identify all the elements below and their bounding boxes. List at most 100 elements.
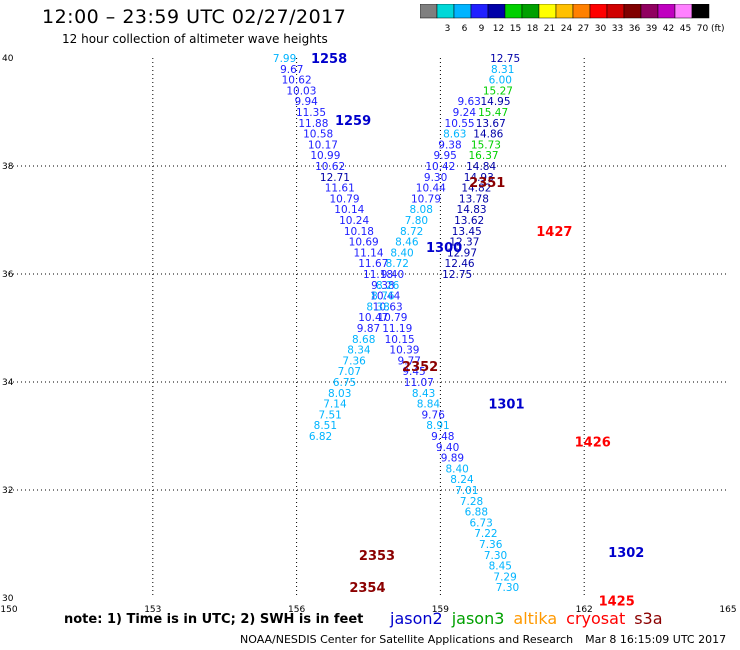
swh-value-point: 9.40 xyxy=(436,442,459,454)
pass-number-label: 1300 xyxy=(426,241,462,256)
x-tick-label: 162 xyxy=(576,605,593,615)
swh-value-point: 6.73 xyxy=(469,517,492,529)
generated-timestamp: Mar 8 16:15:09 UTC 2017 xyxy=(585,633,727,646)
x-tick-label: 150 xyxy=(0,605,17,615)
swh-value-point: 10.15 xyxy=(385,334,415,346)
satellite-legend-altika: altika xyxy=(513,609,558,628)
swh-value-point: 8.38 xyxy=(366,301,389,313)
colorbar-tick-label: 30 xyxy=(595,24,607,34)
swh-value-point: 12.97 xyxy=(447,247,477,259)
swh-value-point: 9.30 xyxy=(424,172,447,184)
swh-value-point: 12.37 xyxy=(449,237,479,249)
swh-value-point: 8.40 xyxy=(390,247,413,259)
swh-value-point: 9.77 xyxy=(398,355,421,367)
swh-value-point: 7.22 xyxy=(474,528,497,540)
swh-value-point: 10.99 xyxy=(310,150,340,162)
satellite-legend-jason2: jason2 xyxy=(390,609,443,628)
pass-number-label: 2354 xyxy=(349,581,385,596)
swh-value-point: 10.39 xyxy=(389,345,419,357)
swh-value-point: 10.62 xyxy=(282,75,312,87)
swh-value-point: 7.28 xyxy=(460,496,483,508)
chart-subtitle: 12 hour collection of altimeter wave hei… xyxy=(62,32,328,46)
swh-value-point: 10.55 xyxy=(445,118,475,130)
swh-value-point: 9.40 xyxy=(381,269,404,281)
colorbar-tick-label: 6 xyxy=(462,24,468,34)
swh-value-point: 6.82 xyxy=(309,431,332,443)
swh-value-point: 7.51 xyxy=(318,409,341,421)
pass-number-label: 1259 xyxy=(335,114,371,129)
swh-value-point: 9.94 xyxy=(294,96,318,108)
swh-value-point: 15.27 xyxy=(483,85,513,97)
swh-value-point: 10.58 xyxy=(303,129,333,141)
swh-value-point: 10.42 xyxy=(425,161,455,173)
swh-value-point: 8.51 xyxy=(314,420,337,432)
swh-value-point: 8.26 xyxy=(376,280,400,292)
swh-value-point: 14.82 xyxy=(461,183,491,195)
swh-value-point: 10.17 xyxy=(308,139,338,151)
x-tick-label: 156 xyxy=(288,605,305,615)
swh-value-point: 13.45 xyxy=(452,226,482,238)
swh-value-point: 11.61 xyxy=(325,183,355,195)
swh-value-point: 14.93 xyxy=(464,172,494,184)
swh-value-point: 8.91 xyxy=(426,420,449,432)
swh-value-point: 8.46 xyxy=(395,237,419,249)
pass-number-label: 1302 xyxy=(608,546,644,561)
swh-value-point: 8.76 xyxy=(371,291,395,303)
pass-number-label: 1301 xyxy=(488,398,524,413)
swh-value-point: 13.62 xyxy=(454,215,484,227)
swh-value-point: 7.14 xyxy=(323,399,347,411)
swh-value-point: 10.14 xyxy=(334,204,364,216)
colorbar-unit: (ft) xyxy=(711,24,725,34)
colorbar-swatch xyxy=(691,4,710,19)
chart-title: 12:00 – 23:59 UTC 02/27/2017 xyxy=(42,6,347,28)
credit-line: NOAA/NESDIS Center for Satellite Applica… xyxy=(240,633,726,646)
swh-value-point: 7.30 xyxy=(496,582,519,594)
swh-value-point: 10.18 xyxy=(344,226,374,238)
swh-value-point: 7.99 xyxy=(273,53,296,65)
colorbar-tick-label: 15 xyxy=(510,24,521,34)
colorbar-tick-label: 70 xyxy=(697,24,709,34)
swh-value-point: 8.63 xyxy=(443,129,466,141)
swh-value-point: 7.36 xyxy=(479,539,503,551)
colorbar-tick-label: 3 xyxy=(445,24,451,34)
x-tick-label: 165 xyxy=(719,605,736,615)
swh-value-point: 9.95 xyxy=(433,150,456,162)
colorbar-tick-label: 36 xyxy=(629,24,641,34)
swh-value-point: 7.01 xyxy=(455,485,478,497)
swh-value-point: 8.08 xyxy=(410,204,433,216)
swh-value-point: 15.73 xyxy=(471,139,501,151)
y-tick-label: 36 xyxy=(2,270,14,280)
swh-value-point: 14.83 xyxy=(457,204,487,216)
swh-value-point: 9.48 xyxy=(431,431,454,443)
x-tick-label: 159 xyxy=(432,605,449,615)
swh-value-point: 9.63 xyxy=(457,96,480,108)
colorbar-tick-label: 21 xyxy=(544,24,555,34)
colorbar-tick-label: 12 xyxy=(493,24,504,34)
swh-value-point: 10.79 xyxy=(330,193,360,205)
swh-value-point: 11.19 xyxy=(382,323,412,335)
swh-value-point: 14.84 xyxy=(466,161,496,173)
colorbar-tick-label: 24 xyxy=(561,24,573,34)
swh-value-point: 8.72 xyxy=(400,226,423,238)
swh-value-point: 6.75 xyxy=(333,377,356,389)
swh-value-point: 12.75 xyxy=(442,269,472,281)
pass-number-label: 1425 xyxy=(599,595,635,610)
y-tick-label: 38 xyxy=(2,162,14,172)
swh-value-point: 12.75 xyxy=(490,53,520,65)
colorbar-tick-label: 42 xyxy=(663,24,674,34)
swh-value-point: 8.84 xyxy=(417,399,441,411)
swh-value-point: 7.07 xyxy=(338,366,361,378)
pass-number-label: 2352 xyxy=(402,360,438,375)
swh-value-point: 12.46 xyxy=(445,258,475,270)
swh-value-point: 11.18 xyxy=(363,269,393,281)
swh-value-point: 8.43 xyxy=(412,388,435,400)
swh-value-point: 10.79 xyxy=(377,312,407,324)
swh-value-point: 8.72 xyxy=(386,258,409,270)
swh-value-point: 11.07 xyxy=(404,377,434,389)
swh-value-point: 11.88 xyxy=(298,118,328,130)
satellite-legend-s3a: s3a xyxy=(634,609,663,628)
swh-value-point: 10.62 xyxy=(315,161,345,173)
swh-value-point: 13.67 xyxy=(476,118,506,130)
satellite-legend-cryosat: cryosat xyxy=(566,609,626,628)
